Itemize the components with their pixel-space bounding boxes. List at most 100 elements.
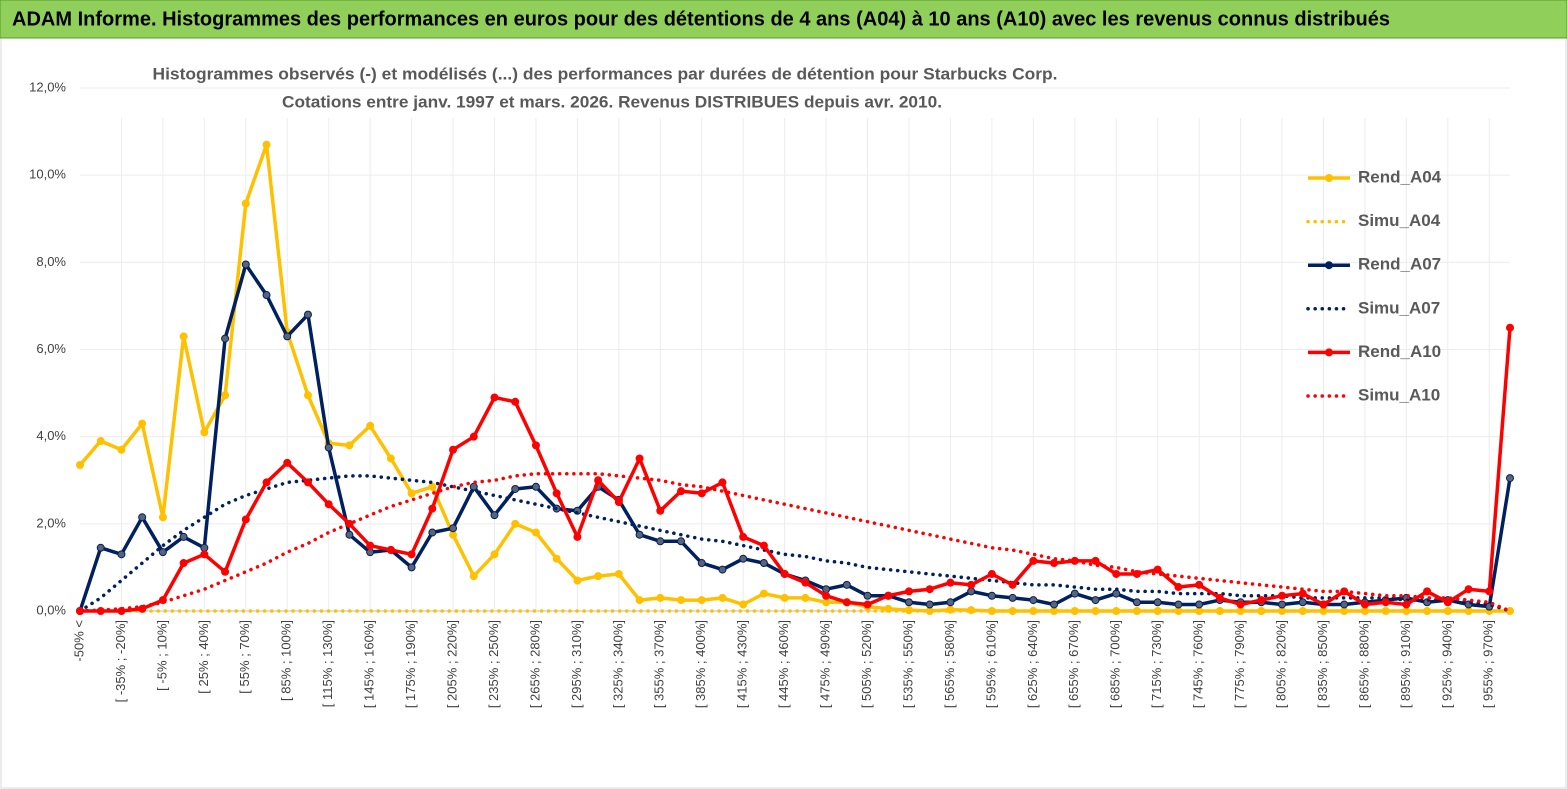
y-tick-label: 12,0% <box>29 79 66 94</box>
data-point <box>1174 600 1183 609</box>
y-tick-label: 2,0% <box>36 515 66 530</box>
data-point <box>1070 589 1079 598</box>
x-tick-label: [ 745% ; 760%] <box>1191 620 1206 708</box>
data-point <box>1091 596 1100 605</box>
data-point <box>614 498 623 507</box>
data-point <box>780 593 789 602</box>
x-tick-label: [ 655% ; 670%] <box>1066 620 1081 708</box>
x-tick-label: [ 865% ; 880%] <box>1356 620 1371 708</box>
x-tick-label: [ 235% ; 250%] <box>486 620 501 708</box>
x-tick-label: [ 925% ; 940%] <box>1439 620 1454 708</box>
data-point <box>1506 474 1514 483</box>
data-point <box>1506 323 1514 332</box>
data-point <box>158 548 167 557</box>
x-tick-label: [ 85% ; 100%] <box>279 620 294 701</box>
data-point <box>511 519 520 528</box>
data-point <box>531 441 540 450</box>
data-point <box>469 432 478 441</box>
legend-label: Rend_A04 <box>1358 167 1442 186</box>
y-tick-label: 4,0% <box>36 428 66 443</box>
x-tick-label: [ 25% ; 40%] <box>196 620 211 694</box>
data-point <box>614 569 623 578</box>
legend-label: Simu_A07 <box>1358 298 1440 317</box>
data-point <box>552 554 561 563</box>
data-point <box>1423 587 1432 596</box>
data-point <box>179 532 188 541</box>
x-tick-label: [ 445% ; 460%] <box>776 620 791 708</box>
data-point <box>76 460 84 469</box>
data-point <box>117 550 126 559</box>
x-tick-label: [ 355% ; 370%] <box>652 620 667 708</box>
data-point <box>449 530 458 539</box>
data-point <box>1174 583 1183 592</box>
data-point <box>801 578 810 587</box>
data-point <box>1112 589 1121 598</box>
y-tick-label: 8,0% <box>36 254 66 269</box>
data-point <box>1298 598 1307 607</box>
data-point <box>158 513 167 522</box>
data-point <box>138 419 147 428</box>
data-point <box>407 550 416 559</box>
data-point <box>739 532 748 541</box>
data-point <box>1112 569 1121 578</box>
data-point <box>822 598 831 607</box>
x-tick-label: [ 205% ; 220%] <box>444 620 459 708</box>
data-point <box>780 569 789 578</box>
data-point <box>1485 587 1494 596</box>
data-point <box>1319 600 1328 609</box>
data-point <box>677 537 686 546</box>
data-point <box>552 489 561 498</box>
data-point <box>904 598 913 607</box>
data-point <box>1091 556 1100 565</box>
data-point <box>345 530 354 539</box>
data-point <box>656 537 665 546</box>
data-point <box>511 484 520 493</box>
data-point <box>1050 600 1059 609</box>
data-point <box>241 515 250 524</box>
data-point <box>573 532 582 541</box>
x-tick-label: [ 325% ; 340%] <box>610 620 625 708</box>
y-tick-label: 0,0% <box>36 602 66 617</box>
data-point <box>635 454 644 463</box>
data-point <box>345 441 354 450</box>
data-point <box>262 291 271 300</box>
x-tick-label: [ -5% ; 10%] <box>154 620 169 691</box>
x-tick-label: [ 115% ; 130%] <box>320 620 335 707</box>
data-point <box>1340 600 1349 609</box>
data-point <box>179 332 188 341</box>
data-point <box>490 511 499 520</box>
data-point <box>822 591 831 600</box>
data-point <box>718 565 727 574</box>
data-point <box>759 559 768 568</box>
data-point <box>428 528 437 537</box>
data-point <box>490 393 499 402</box>
data-point <box>241 260 250 269</box>
x-tick-label: [ 625% ; 640%] <box>1025 620 1040 708</box>
data-point <box>594 476 603 485</box>
x-tick-label: [ 775% ; 790%] <box>1232 620 1247 708</box>
data-point <box>283 332 292 341</box>
data-point <box>677 596 686 605</box>
x-tick-label: [ 685% ; 700%] <box>1108 620 1123 708</box>
data-point <box>739 554 748 563</box>
data-point <box>531 482 540 491</box>
data-point <box>759 541 768 550</box>
data-point <box>967 587 976 596</box>
data-point <box>1029 596 1038 605</box>
x-tick-label: [ 955% ; 970%] <box>1481 620 1496 708</box>
data-point <box>656 506 665 515</box>
data-point <box>1195 600 1204 609</box>
data-point <box>656 593 665 602</box>
data-point <box>366 541 375 550</box>
legend-marker <box>1325 174 1333 182</box>
x-tick-label: [ 835% ; 850%] <box>1315 620 1330 708</box>
x-tick-label: -50% < <box>71 620 86 662</box>
data-point <box>863 591 872 600</box>
data-point <box>428 482 437 491</box>
data-point <box>884 591 893 600</box>
series-line <box>78 474 1512 613</box>
data-point <box>96 543 105 552</box>
data-point <box>801 593 810 602</box>
x-tick-label: [ 565% ; 580%] <box>942 620 957 708</box>
